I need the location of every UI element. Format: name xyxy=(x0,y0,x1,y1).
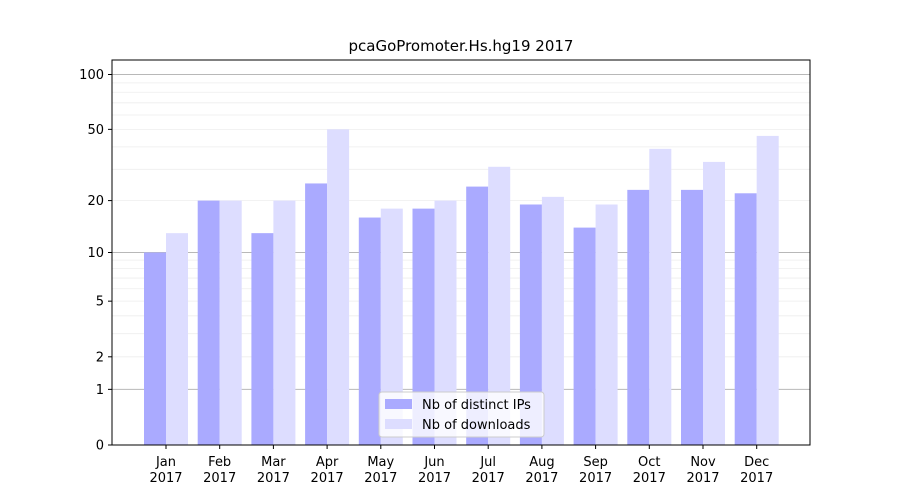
y-tick-label: 50 xyxy=(87,123,104,138)
y-tick-label: 100 xyxy=(79,68,104,83)
bar-distinct-ips xyxy=(358,217,381,445)
x-tick-label: Apr 2017 xyxy=(311,455,344,486)
bar-downloads xyxy=(219,200,242,445)
y-tick-label: 20 xyxy=(87,194,104,209)
x-tick-label: Oct 2017 xyxy=(633,455,666,486)
x-tick-label: Feb 2017 xyxy=(203,455,236,486)
bar-downloads xyxy=(595,204,618,445)
bar-distinct-ips xyxy=(466,186,489,445)
x-tick-label: Jan 2017 xyxy=(149,455,182,486)
chart-title: pcaGoPromoter.Hs.hg19 2017 xyxy=(349,37,574,55)
x-tick-label: Sep 2017 xyxy=(579,455,612,486)
bar-downloads xyxy=(273,200,296,445)
legend-label: Nb of downloads xyxy=(422,418,531,433)
y-tick-label: 1 xyxy=(96,383,104,398)
bar-distinct-ips xyxy=(305,183,328,445)
bar-downloads xyxy=(434,200,457,445)
bar-distinct-ips xyxy=(681,189,703,445)
x-tick-label: Aug 2017 xyxy=(525,455,558,486)
bar-distinct-ips xyxy=(412,208,435,445)
y-tick-label: 0 xyxy=(96,439,104,454)
bar-downloads xyxy=(756,135,779,445)
bar-downloads xyxy=(703,161,725,445)
x-axis: Jan 2017 Feb 2017 Mar 2017 Apr 2017 May 2017 Jun 20… xyxy=(149,445,773,486)
bar-downloads xyxy=(327,129,350,445)
bar-distinct-ips xyxy=(519,204,542,445)
bar-distinct-ips xyxy=(627,189,650,445)
x-tick-label: Nov 2017 xyxy=(686,455,719,486)
bar-distinct-ips xyxy=(734,193,757,445)
bar-downloads xyxy=(380,208,403,445)
bar-downloads xyxy=(649,148,672,445)
bars xyxy=(144,129,779,446)
bar-distinct-ips xyxy=(573,227,596,445)
x-tick-label: Jul 2017 xyxy=(472,455,505,486)
bar-distinct-ips xyxy=(197,200,220,445)
legend-label: Nb of distinct IPs xyxy=(422,398,531,413)
legend-box xyxy=(378,391,545,438)
x-tick-label: Mar 2017 xyxy=(257,455,290,486)
x-tick-label: Jun 2017 xyxy=(418,455,451,486)
y-tick-label: 2 xyxy=(96,350,104,365)
bar-distinct-ips xyxy=(251,233,274,445)
bar-distinct-ips xyxy=(144,252,166,445)
x-tick-label: Dec 2017 xyxy=(740,455,773,486)
y-tick-label: 10 xyxy=(87,246,104,261)
bar-downloads xyxy=(166,233,188,445)
legend-swatch xyxy=(385,419,412,429)
legend: Nb of distinct IPs Nb of downloads xyxy=(378,391,545,438)
y-tick-label: 5 xyxy=(96,295,104,310)
legend-swatch xyxy=(385,399,412,409)
x-tick-label: May 2017 xyxy=(364,455,397,486)
bar-downloads xyxy=(541,196,564,445)
bar-downloads xyxy=(488,166,511,446)
y-axis: 0 1 2 5 10 20 50 100 xyxy=(79,68,112,454)
